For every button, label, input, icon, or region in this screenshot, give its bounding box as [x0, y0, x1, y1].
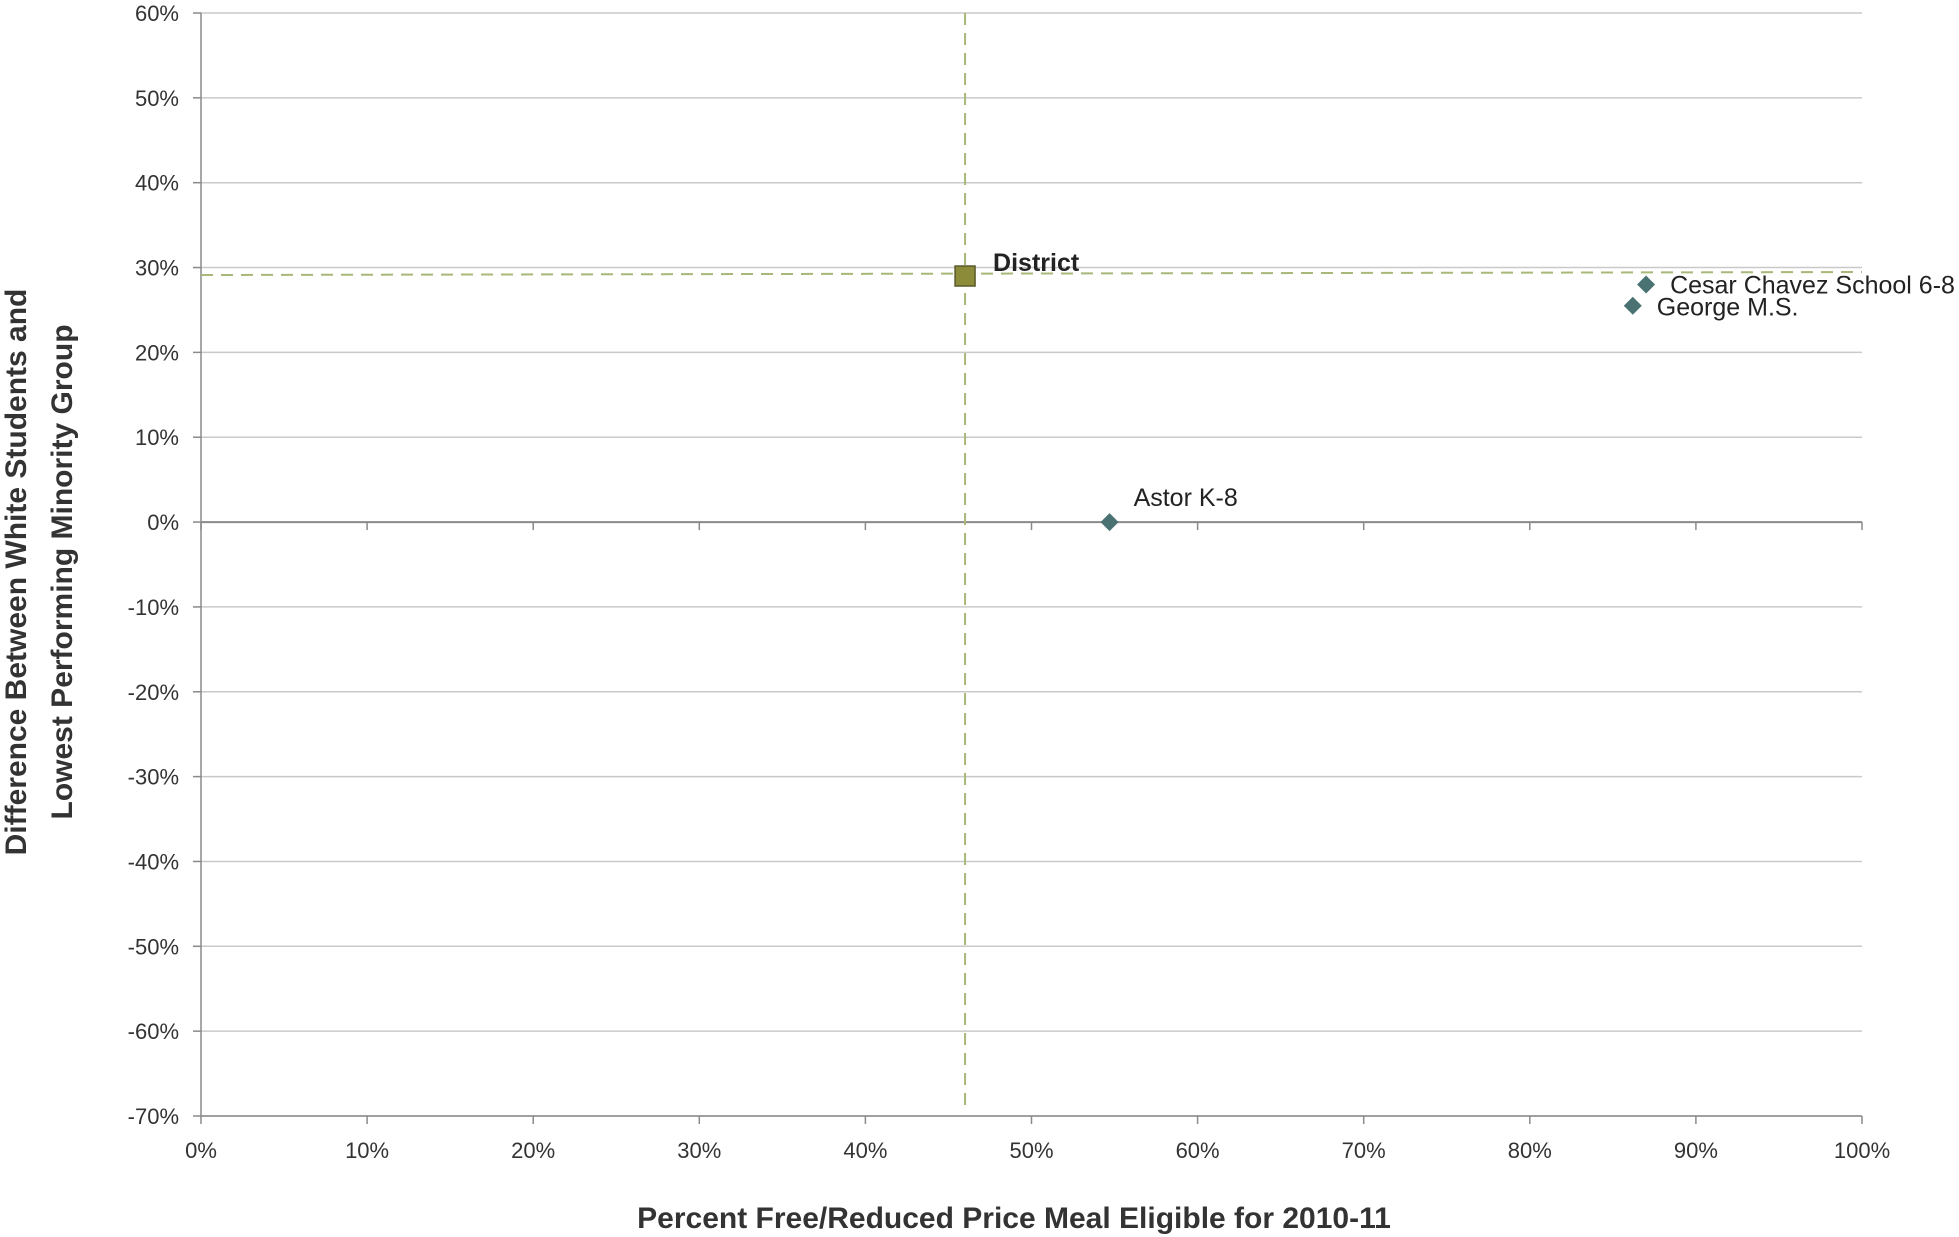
x-tick-label: 10%: [345, 1138, 389, 1163]
y-tick-label: -70%: [128, 1104, 179, 1129]
y-tick-label: -40%: [128, 849, 179, 874]
x-tick-label: 60%: [1176, 1138, 1220, 1163]
y-axis-title-line1: Difference Between White Students and: [0, 289, 33, 856]
y-tick-label: 20%: [135, 340, 179, 365]
point-label: Astor K-8: [1134, 484, 1238, 512]
y-tick-label: 0%: [147, 510, 179, 535]
axes: [193, 12, 1863, 1124]
x-tick-label: 80%: [1508, 1138, 1552, 1163]
data-points: [954, 265, 1656, 532]
y-axis-title-line2: Lowest Performing Minority Group: [46, 324, 79, 819]
x-tick-label: 0%: [185, 1138, 217, 1163]
x-tick-label: 90%: [1674, 1138, 1718, 1163]
y-tick-label: 10%: [135, 425, 179, 450]
y-tick-labels: 60% 50% 40% 30% 20% 10% 0% -10% -20% -30% -40% -50%…: [128, 1, 179, 1129]
y-tick-label: 40%: [135, 171, 179, 196]
school-marker: [1623, 296, 1642, 315]
district-marker: [954, 265, 976, 287]
y-tick-label: 60%: [135, 1, 179, 26]
reference-lines: [200, 13, 1863, 1108]
x-tick-label: 20%: [511, 1138, 555, 1163]
y-tick-label: -20%: [128, 680, 179, 705]
school-marker: [1100, 513, 1119, 532]
y-tick-label: 30%: [135, 256, 179, 281]
y-tick-label: -10%: [128, 595, 179, 620]
y-tick-label: 50%: [135, 86, 179, 111]
point-label: Cesar Chavez School 6-8: [1670, 272, 1955, 300]
x-tick-label: 50%: [1009, 1138, 1053, 1163]
gridlines: [201, 12, 1862, 1117]
x-tick-label: 30%: [677, 1138, 721, 1163]
school-marker: [1637, 275, 1656, 294]
x-tick-label: 70%: [1342, 1138, 1386, 1163]
x-tick-label: 40%: [843, 1138, 887, 1163]
y-tick-label: -30%: [128, 765, 179, 790]
x-axis-title: Percent Free/Reduced Price Meal Eligible…: [637, 1202, 1391, 1235]
district-y-reference-line: [200, 271, 1863, 277]
point-label: District: [993, 249, 1080, 277]
x-tick-label: 100%: [1834, 1138, 1890, 1163]
y-tick-label: -50%: [128, 934, 179, 959]
x-tick-labels: 0% 10% 20% 30% 40% 50% 60% 70% 80% 90% 100%: [185, 1138, 1890, 1163]
point-label: George M.S.: [1657, 294, 1799, 322]
y-tick-label: -60%: [128, 1019, 179, 1044]
